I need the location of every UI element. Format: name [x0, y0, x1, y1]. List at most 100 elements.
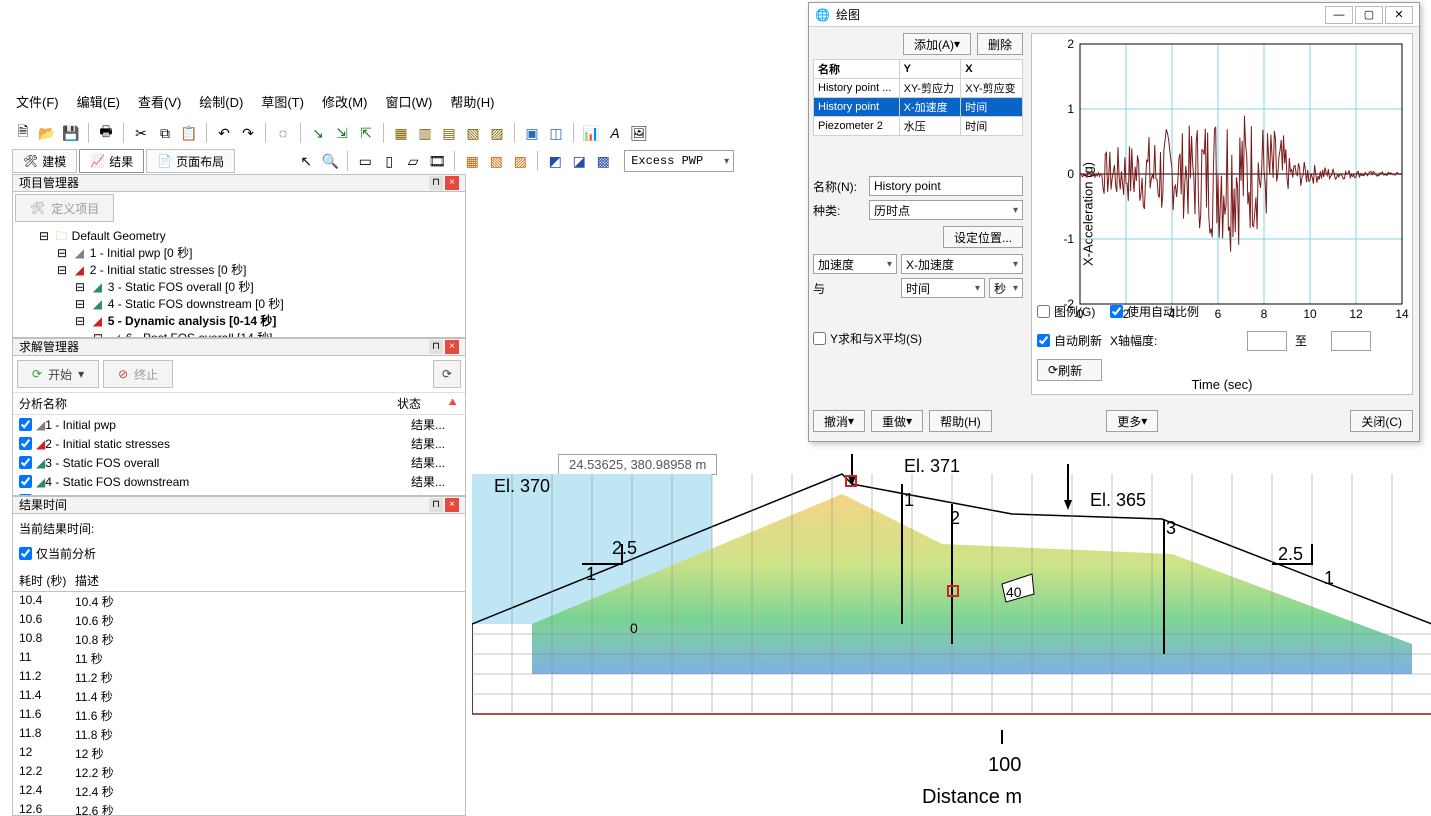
more-button[interactable]: 更多 ▾ — [1106, 410, 1158, 432]
mesh-d-icon[interactable]: ▧ — [462, 122, 484, 144]
paste-icon[interactable]: 📋 — [178, 122, 200, 144]
set-location-button[interactable]: 设定位置... — [943, 226, 1023, 248]
tree-item[interactable]: ⊟ ◢ 5 - Dynamic analysis [0-14 秒]⊟ ◢ 6 -… — [73, 313, 459, 338]
name-field[interactable]: History point — [869, 176, 1023, 196]
qty-component-select[interactable]: X-加速度 — [901, 254, 1023, 274]
menu-modify[interactable]: 修改(M) — [322, 92, 368, 111]
slip-surface-icon[interactable]: ↘ — [307, 122, 329, 144]
heat-b-icon[interactable]: ▧ — [485, 150, 507, 172]
result-time-row[interactable]: 1111 秒 — [13, 649, 465, 668]
mesh-c-icon[interactable]: ▤ — [438, 122, 460, 144]
tab-results[interactable]: 📈 结果 — [79, 149, 144, 173]
chart-icon[interactable]: 📊 — [580, 122, 602, 144]
heat-c-icon[interactable]: ▨ — [509, 150, 531, 172]
region-a-icon[interactable]: ▣ — [521, 122, 543, 144]
series-row[interactable]: History pointX-加速度时间 — [814, 98, 1023, 117]
only-current-checkbox[interactable] — [19, 547, 32, 560]
menu-sketch[interactable]: 草图(T) — [261, 92, 304, 111]
stop-button[interactable]: ⊘终止 — [103, 360, 173, 388]
menu-view[interactable]: 查看(V) — [138, 92, 181, 111]
result-time-row[interactable]: 10.810.8 秒 — [13, 630, 465, 649]
refresh-icon[interactable]: ⟳ — [433, 360, 461, 388]
result-type-select[interactable]: Excess PWP — [624, 150, 734, 172]
pin-icon[interactable]: ⊓ — [429, 498, 443, 512]
pointer-icon[interactable]: ↖ — [295, 150, 317, 172]
mesh-b-icon[interactable]: ▥ — [414, 122, 436, 144]
open-icon[interactable]: 📂 — [36, 122, 58, 144]
redo-button[interactable]: 重做 ▾ — [871, 410, 923, 432]
pin-icon[interactable]: ⊓ — [429, 340, 443, 354]
analysis-row[interactable]: ◢ 4 - Static FOS downstream结果... — [13, 472, 465, 491]
sum-avg-checkbox[interactable] — [813, 332, 826, 345]
qty-type-select[interactable]: 加速度 — [813, 254, 897, 274]
tree-item[interactable]: ⊟ ◢ 1 - Initial pwp [0 秒] — [55, 245, 459, 262]
delete-button[interactable]: 删除 — [977, 33, 1023, 55]
analysis-row[interactable]: ◢ 3 - Static FOS overall结果... — [13, 453, 465, 472]
result-time-row[interactable]: 12.612.6 秒 — [13, 801, 465, 816]
copy-icon[interactable]: ⧉ — [154, 122, 176, 144]
analysis-list[interactable]: ◢ 1 - Initial pwp结果... ◢ 2 - Initial sta… — [13, 415, 465, 496]
undo-button[interactable]: 撤消 ▾ — [813, 410, 865, 432]
undo-icon[interactable]: ↶ — [213, 122, 235, 144]
result-time-row[interactable]: 1212 秒 — [13, 744, 465, 763]
add-button[interactable]: 添加(A) ▾ — [903, 33, 971, 55]
result-time-row[interactable]: 10.610.6 秒 — [13, 611, 465, 630]
heat-a-icon[interactable]: ▦ — [461, 150, 483, 172]
minimize-icon[interactable]: — — [1325, 6, 1353, 24]
analysis-checkbox[interactable] — [19, 475, 32, 488]
define-project-button[interactable]: 🛠 定义项目 — [15, 194, 114, 222]
plot-dialog-titlebar[interactable]: 🌐 绘图 — ▢ ✕ — [809, 3, 1419, 27]
graph-a-icon[interactable]: ◩ — [544, 150, 566, 172]
result-time-row[interactable]: 10.410.4 秒 — [13, 592, 465, 611]
mesh-e-icon[interactable]: ▨ — [486, 122, 508, 144]
slip-grid-icon[interactable]: ⇲ — [331, 122, 353, 144]
legend-checkbox[interactable] — [1037, 305, 1050, 318]
result-time-row[interactable]: 12.212.2 秒 — [13, 763, 465, 782]
tree-root[interactable]: ⊟ 🗀 Default Geometry⊟ ◢ 1 - Initial pwp … — [37, 228, 459, 338]
series-row[interactable]: History point ...XY-剪应力XY-剪应变 — [814, 79, 1023, 98]
tree-item[interactable]: ⊟ ◢ 2 - Initial static stresses [0 秒]⊟ ◢… — [55, 262, 459, 338]
analysis-row[interactable]: ◢ 1 - Initial pwp结果... — [13, 415, 465, 434]
tab-model[interactable]: 🛠 建模 — [12, 149, 77, 173]
cut-icon[interactable]: ✂ — [130, 122, 152, 144]
result-time-row[interactable]: 11.811.8 秒 — [13, 725, 465, 744]
xrange-from-field[interactable] — [1247, 331, 1287, 351]
menu-window[interactable]: 窗口(W) — [385, 92, 432, 111]
save-icon[interactable]: 💾 — [60, 122, 82, 144]
autorefresh-checkbox[interactable] — [1037, 334, 1050, 347]
frame-b-icon[interactable]: ▯ — [378, 150, 400, 172]
start-button[interactable]: ⟳开始 ▾ — [17, 360, 99, 388]
tab-layout[interactable]: 📄 页面布局 — [146, 149, 235, 173]
analysis-checkbox[interactable] — [19, 437, 32, 450]
series-grid[interactable]: 名称YX History point ...XY-剪应力XY-剪应变Histor… — [813, 59, 1023, 136]
analysis-checkbox[interactable] — [19, 418, 32, 431]
redo-icon[interactable]: ↷ — [237, 122, 259, 144]
menu-file[interactable]: 文件(F) — [16, 92, 59, 111]
help-button[interactable]: 帮助(H) — [929, 410, 992, 432]
close-icon[interactable]: ✕ — [1385, 6, 1413, 24]
menu-help[interactable]: 帮助(H) — [450, 92, 494, 111]
frame-a-icon[interactable]: ▭ — [354, 150, 376, 172]
pin-icon[interactable]: ⊓ — [429, 176, 443, 190]
result-time-row[interactable]: 11.411.4 秒 — [13, 687, 465, 706]
new-icon[interactable]: 🗎 — [12, 122, 34, 144]
autoscale-checkbox[interactable] — [1110, 305, 1123, 318]
analysis-row[interactable]: ◢ 2 - Initial static stresses结果... — [13, 434, 465, 453]
close-icon[interactable]: × — [445, 340, 459, 354]
analysis-checkbox[interactable] — [19, 456, 32, 469]
text-icon[interactable]: A — [604, 122, 626, 144]
project-tree[interactable]: ⊟ 🗀 Default Geometry⊟ ◢ 1 - Initial pwp … — [13, 224, 465, 338]
region-b-icon[interactable]: ◫ — [545, 122, 567, 144]
close-icon[interactable]: × — [445, 498, 459, 512]
close-icon[interactable]: × — [445, 176, 459, 190]
film-icon[interactable]: 🎞 — [426, 150, 448, 172]
print-icon[interactable]: 🖶 — [95, 122, 117, 144]
zoom-window-icon[interactable]: 🔍 — [319, 150, 341, 172]
kind-select[interactable]: 历时点 — [869, 200, 1023, 220]
xrange-to-field[interactable] — [1331, 331, 1371, 351]
x-unit-select[interactable]: 秒 — [989, 278, 1023, 298]
x-qty-select[interactable]: 时间 — [901, 278, 985, 298]
result-time-list[interactable]: 10.410.4 秒10.610.6 秒10.810.8 秒1111 秒11.2… — [13, 592, 465, 816]
series-row[interactable]: Piezometer 2水压时间 — [814, 117, 1023, 136]
result-time-row[interactable]: 11.611.6 秒 — [13, 706, 465, 725]
